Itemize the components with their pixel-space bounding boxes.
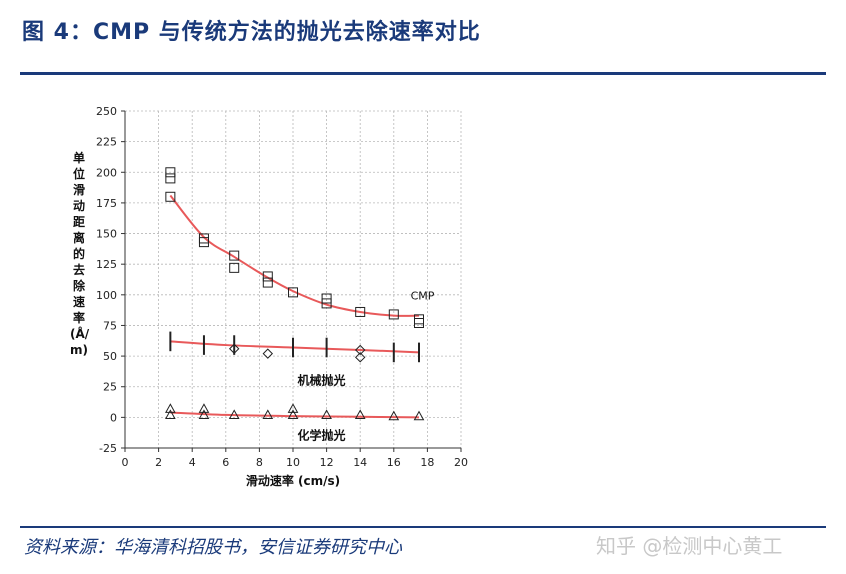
- series-label: 机械抛光: [298, 372, 346, 387]
- chart-grid: [124, 110, 462, 449]
- y-tick-label: 25: [103, 381, 117, 394]
- triangle-marker: [228, 409, 240, 420]
- x-tick-label: 8: [256, 456, 263, 469]
- x-tick-label: 2: [155, 456, 162, 469]
- x-tick-label: 4: [189, 456, 196, 469]
- x-tick-label: 20: [454, 456, 468, 469]
- y-tick-label: 150: [96, 228, 117, 241]
- title-rule: [20, 72, 826, 75]
- square-marker: [229, 262, 240, 273]
- y-tick-label: 175: [96, 197, 117, 210]
- x-tick-label: 10: [286, 456, 300, 469]
- triangle-marker: [321, 409, 332, 420]
- square-marker: [388, 309, 399, 320]
- series-label: 化学抛光: [298, 427, 346, 442]
- square-marker: [165, 167, 176, 178]
- triangle-marker: [165, 403, 176, 413]
- square-marker: [321, 298, 332, 309]
- y-axis-label: 单位滑动距离的去除速率 (Å/m): [70, 151, 90, 357]
- y-tick-label: 125: [96, 258, 117, 271]
- diamond-marker: [354, 344, 366, 356]
- diamond-marker: [354, 352, 366, 363]
- x-tick-label: 18: [420, 456, 434, 469]
- square-marker: [355, 306, 366, 317]
- y-tick-label: 250: [96, 105, 117, 118]
- x-tick-label: 0: [122, 456, 129, 469]
- y-tick-label: 100: [96, 289, 117, 302]
- y-tick-label: 200: [96, 166, 117, 179]
- square-marker: [165, 173, 176, 184]
- fit-lines: [169, 194, 420, 419]
- triangle-marker: [165, 409, 176, 420]
- figure-title: 图 4：CMP 与传统方法的抛光去除速率对比: [22, 20, 481, 45]
- square-marker: [262, 277, 273, 288]
- y-tick-label: 225: [96, 136, 117, 149]
- fit-line: [170, 340, 420, 354]
- square-marker: [414, 318, 424, 329]
- y-tick-label: -25: [99, 442, 117, 455]
- y-tick-label: 0: [110, 411, 117, 424]
- x-tick-label: 12: [320, 456, 334, 469]
- y-tick-label: 75: [103, 319, 117, 332]
- square-marker: [198, 237, 209, 248]
- square-marker: [262, 271, 273, 282]
- chart-ticks: -25 0 25 50 75 100 125 150 175 200 225 250 0 2 4 6 8 10 12…: [96, 105, 468, 469]
- triangle-marker: [287, 403, 299, 413]
- triangle-marker: [198, 403, 210, 413]
- triangle-marker: [198, 409, 210, 420]
- diamond-marker: [262, 348, 274, 359]
- triangle-marker: [388, 410, 400, 421]
- source-note: 资料来源：华海清科招股书，安信证券研究中心: [24, 537, 402, 558]
- watermark: 知乎 @检测中心黄工: [596, 534, 783, 558]
- triangle-marker: [287, 409, 299, 420]
- fit-line: [170, 411, 420, 419]
- triangle-marker: [413, 410, 425, 421]
- triangle-marker: [354, 409, 366, 420]
- square-marker: [288, 287, 298, 298]
- x-tick-label: 14: [353, 456, 367, 469]
- series-label: CMP: [411, 290, 435, 303]
- y-tick-label: 50: [103, 350, 117, 363]
- square-marker: [165, 191, 176, 202]
- x-axis-label: 滑动速率 (cm/s): [246, 473, 340, 488]
- fit-line: [169, 194, 420, 317]
- x-tick-label: 16: [387, 456, 401, 469]
- triangle-marker: [262, 409, 274, 420]
- data-markers: [165, 167, 425, 421]
- x-tick-label: 6: [222, 456, 229, 469]
- source-rule: [20, 526, 826, 528]
- square-marker: [229, 250, 240, 261]
